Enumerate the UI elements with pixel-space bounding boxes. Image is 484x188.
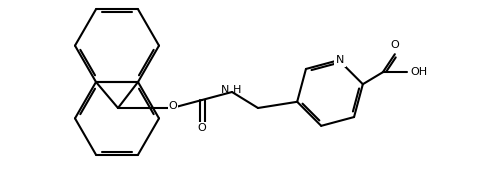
Text: O: O — [197, 123, 206, 133]
Text: O: O — [168, 101, 177, 111]
Text: O: O — [391, 40, 399, 50]
Text: N: N — [221, 85, 229, 95]
Text: H: H — [233, 85, 242, 95]
Text: OH: OH — [411, 67, 428, 77]
Text: N: N — [335, 55, 344, 65]
